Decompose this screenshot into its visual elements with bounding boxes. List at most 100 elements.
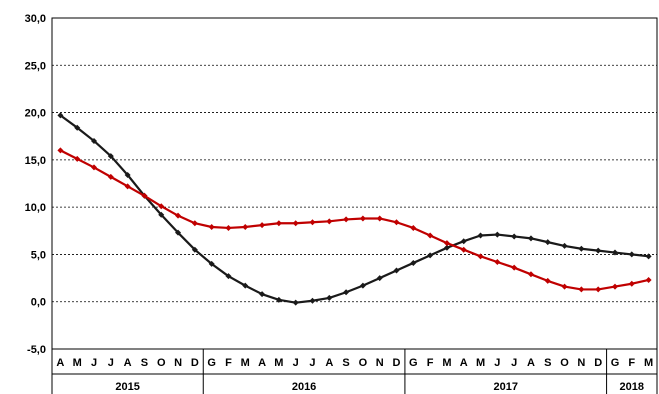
x-tick-label: J xyxy=(309,357,315,369)
data-point xyxy=(107,173,114,180)
x-tick-label: N xyxy=(376,357,384,369)
data-point xyxy=(275,220,282,227)
data-point xyxy=(410,224,417,231)
data-point xyxy=(561,283,568,290)
data-point xyxy=(578,286,585,293)
data-point xyxy=(427,252,434,259)
y-tick-label: 15,0 xyxy=(25,155,46,167)
x-tick-label: O xyxy=(359,357,368,369)
data-point xyxy=(124,183,131,190)
x-tick-label: A xyxy=(124,357,132,369)
data-point xyxy=(494,231,501,238)
data-point xyxy=(511,233,518,240)
data-point xyxy=(595,286,602,293)
x-tick-label: O xyxy=(560,357,569,369)
data-point xyxy=(74,124,81,131)
x-tick-label: G xyxy=(207,357,216,369)
data-point xyxy=(57,112,64,119)
data-point xyxy=(477,253,484,260)
data-point xyxy=(628,280,635,287)
x-tick-label: A xyxy=(325,357,333,369)
data-point xyxy=(175,229,182,236)
data-point xyxy=(443,240,450,247)
x-tick-label: O xyxy=(157,357,166,369)
data-point xyxy=(124,171,131,178)
data-point xyxy=(309,297,316,304)
data-point xyxy=(326,294,333,301)
series-line xyxy=(59,114,649,304)
data-point xyxy=(427,232,434,239)
data-point xyxy=(74,155,81,162)
series-1 xyxy=(57,112,652,306)
data-point xyxy=(158,203,165,210)
data-point xyxy=(275,296,282,303)
x-axis: A M J J A S O N D G F M A M J J A S O N D G F M A M J J A S O N D G F M2015… xyxy=(51,349,658,394)
data-point xyxy=(611,249,618,256)
x-tick-label: J xyxy=(108,357,114,369)
data-point xyxy=(191,220,198,227)
x-tick-label: G xyxy=(409,357,418,369)
x-year-label: 2017 xyxy=(494,381,518,393)
data-point xyxy=(544,277,551,284)
x-year-label: 2015 xyxy=(115,381,139,393)
data-point xyxy=(259,222,266,229)
data-point xyxy=(527,271,534,278)
data-point xyxy=(561,242,568,249)
data-point xyxy=(242,224,249,231)
data-point xyxy=(645,253,652,260)
data-point xyxy=(343,289,350,296)
data-point xyxy=(158,211,165,218)
data-point xyxy=(460,246,467,253)
x-tick-label: M xyxy=(644,357,653,369)
x-tick-label: D xyxy=(393,357,401,369)
data-point xyxy=(259,291,266,298)
x-tick-label: S xyxy=(141,357,148,369)
y-tick-label: 30,0 xyxy=(25,13,46,25)
data-point xyxy=(393,219,400,226)
plot-frame xyxy=(51,17,658,350)
data-point xyxy=(376,275,383,282)
y-tick-label: -5,0 xyxy=(27,344,46,356)
data-point xyxy=(91,137,98,144)
x-tick-label: F xyxy=(628,357,635,369)
x-tick-label: F xyxy=(225,357,232,369)
x-tick-label: N xyxy=(174,357,182,369)
data-point xyxy=(359,282,366,289)
x-tick-label: M xyxy=(73,357,82,369)
series-group xyxy=(57,112,652,306)
data-point xyxy=(544,239,551,246)
x-tick-label: F xyxy=(427,357,434,369)
y-tick-label: 25,0 xyxy=(25,60,46,72)
x-tick-label: A xyxy=(527,357,535,369)
data-point xyxy=(477,232,484,239)
x-tick-label: J xyxy=(91,357,97,369)
data-point xyxy=(141,192,148,199)
data-point xyxy=(225,224,232,231)
x-tick-label: G xyxy=(611,357,620,369)
y-tick-label: 5,0 xyxy=(31,249,46,261)
x-tick-label: M xyxy=(476,357,485,369)
data-point xyxy=(309,219,316,226)
data-point xyxy=(191,246,198,253)
data-point xyxy=(443,244,450,251)
x-tick-label: A xyxy=(56,357,64,369)
gridlines xyxy=(52,64,657,303)
data-point xyxy=(645,276,652,283)
x-year-label: 2016 xyxy=(292,381,316,393)
data-point xyxy=(208,224,215,231)
x-tick-label: A xyxy=(460,357,468,369)
data-point xyxy=(393,267,400,274)
y-tick-label: 20,0 xyxy=(25,108,46,120)
x-tick-label: M xyxy=(274,357,283,369)
data-point xyxy=(208,260,215,267)
x-tick-label: D xyxy=(191,357,199,369)
data-point xyxy=(511,264,518,271)
series-2 xyxy=(57,147,652,293)
x-tick-label: J xyxy=(293,357,299,369)
data-point xyxy=(242,282,249,289)
data-point xyxy=(578,245,585,252)
data-point xyxy=(326,218,333,225)
x-tick-label: J xyxy=(511,357,517,369)
x-year-label: 2018 xyxy=(620,381,644,393)
data-point xyxy=(359,215,366,222)
